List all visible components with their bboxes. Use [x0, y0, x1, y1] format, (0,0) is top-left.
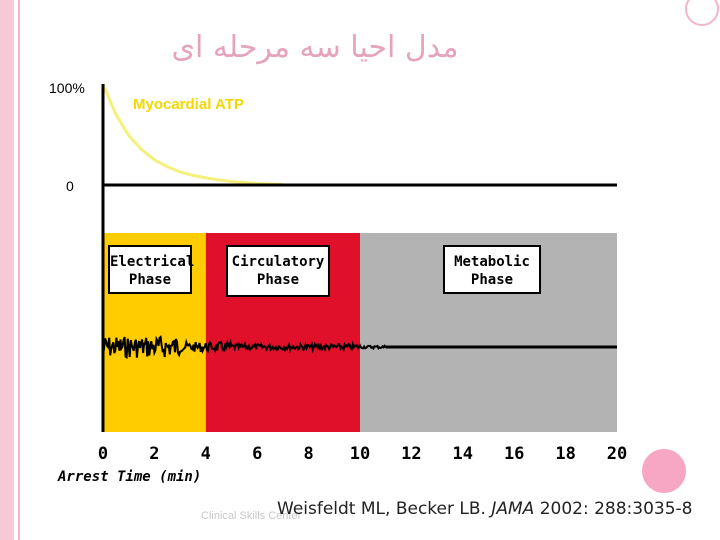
ecg-trace	[102, 334, 617, 360]
x-tick-16: 16	[503, 444, 525, 464]
x-tick-6: 6	[252, 444, 263, 464]
citation: Weisfeldt ML, Becker LB. JAMA 2002: 288:…	[277, 499, 693, 519]
atp-curve	[101, 83, 283, 186]
slide-title: مدل احیا سه مرحله ای	[171, 30, 459, 65]
x-tick-20: 20	[606, 444, 628, 464]
phase-label-electrical-line1: Electrical	[110, 254, 195, 270]
x-tick-18: 18	[555, 444, 576, 464]
atp-ytick-0: 0	[66, 178, 74, 194]
x-axis-label: Arrest Time (min)	[58, 469, 202, 485]
phase-label-metabolic-line2: Phase	[470, 272, 514, 288]
chart-axes	[101, 84, 617, 432]
x-tick-4: 4	[200, 444, 211, 464]
citation-journal: JAMA	[491, 499, 535, 519]
phase-label-electrical: Electrical Phase	[108, 245, 195, 294]
decorative-circle-top	[685, 0, 719, 26]
phase-label-circulatory: Circulatory Phase	[226, 245, 330, 297]
citation-rest: 2002: 288:3035-8	[539, 499, 693, 519]
x-tick-10: 10	[349, 444, 371, 464]
atp-panel	[101, 83, 283, 186]
phase-label-electrical-line2: Phase	[128, 272, 172, 288]
phase-label-metabolic-line1: Metabolic	[454, 254, 530, 270]
atp-ytick-100: 100%	[49, 80, 85, 96]
x-tick-0: 0	[97, 444, 109, 464]
x-tick-2: 2	[149, 444, 160, 464]
left-decorative-line	[18, 0, 20, 540]
decorative-circle-bottom-right	[642, 449, 686, 493]
footer-text: Clinical Skills Center	[201, 510, 302, 522]
x-tick-8: 8	[303, 444, 314, 464]
phase-label-circulatory-line1: Circulatory	[231, 254, 325, 270]
x-tick-14: 14	[452, 444, 474, 464]
x-tick-12: 12	[401, 444, 422, 464]
phase-label-circulatory-line2: Phase	[256, 272, 300, 288]
ecg-fibrillation-trace	[102, 334, 387, 360]
citation-authors: Weisfeldt ML, Becker LB.	[277, 499, 486, 519]
phase-label-metabolic: Metabolic Phase	[443, 245, 541, 294]
atp-series-label: Myocardial ATP	[133, 96, 244, 113]
left-decorative-bar	[0, 0, 14, 540]
